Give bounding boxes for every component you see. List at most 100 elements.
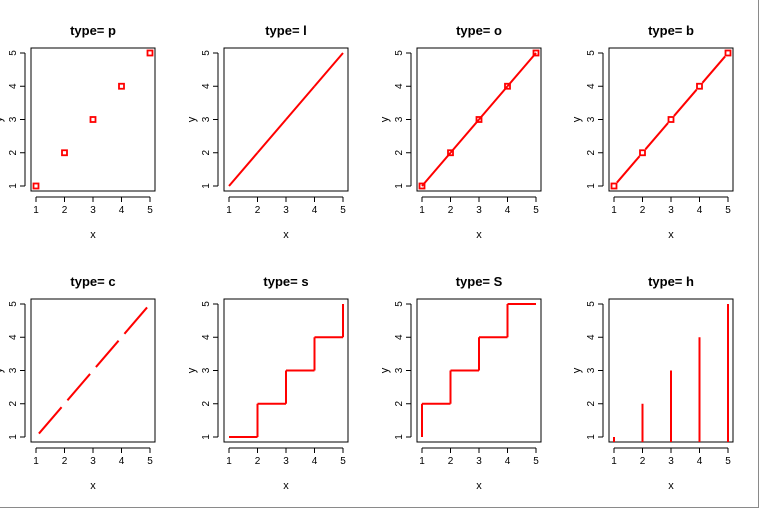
series-line-segment [673,89,698,117]
panel-title: type= S [456,274,503,289]
y-tick-label: 3 [394,116,405,122]
y-tick-label: 2 [8,150,19,156]
x-tick-label: 1 [611,456,617,467]
y-tick-label: 2 [394,150,405,156]
y-axis-label: y [0,367,5,373]
y-tick-label: 2 [201,150,212,156]
x-tick-label: 1 [226,456,232,467]
data-point [89,116,97,123]
data-point [146,49,154,57]
y-tick-label: 2 [394,401,405,407]
series-line-segment [228,152,259,187]
plot-box [30,47,156,192]
y-tick-label: 5 [394,301,405,307]
panel-c: type= c 1 2 3 4 5 x 1 2 3 4 5 y [0,274,156,492]
series-line-segment [256,118,287,154]
y-tick-label: 4 [394,334,405,340]
x-tick-label: 3 [283,456,289,467]
panel-title: type= h [648,274,694,289]
y-tick-label: 1 [586,183,597,189]
x-tick-label: 1 [226,205,232,216]
x-tick-label: 2 [255,456,261,467]
series-line-segment [313,52,344,87]
y-axis-label: y [379,116,391,122]
x-tick-label: 3 [476,456,482,467]
panel-title: type= o [456,23,502,38]
series-line-segment [701,55,726,84]
plot-box [608,47,734,192]
plot-box [223,47,349,192]
y-tick-label: 3 [394,367,405,373]
x-tick-label: 5 [340,205,346,216]
y-tick-label: 2 [8,401,19,407]
data-point [475,116,483,123]
y-tick-label: 4 [586,334,597,340]
y-tick-label: 2 [201,401,212,407]
x-tick-label: 3 [476,205,482,216]
x-tick-label: 3 [668,205,674,216]
x-axis-label: x [283,480,289,492]
x-tick-label: 2 [62,205,68,216]
panel-title: type= p [70,23,116,38]
y-tick-label: 4 [586,83,597,89]
panel-s: type= s 1 2 3 4 5 x 1 2 3 4 5 y [186,274,349,492]
data-point [667,116,675,123]
y-tick-label: 4 [8,83,19,89]
x-tick-label: 3 [90,205,96,216]
data-point [447,149,454,157]
data-point [118,82,125,90]
x-tick-label: 2 [62,456,68,467]
series-line-segment [95,340,120,368]
data-point [532,49,540,57]
y-tick-label: 3 [586,116,597,122]
y-tick-label: 1 [8,434,19,440]
y-tick-label: 5 [8,301,19,307]
x-tick-label: 2 [640,456,646,467]
x-tick-label: 4 [119,205,125,216]
x-axis-label: x [668,229,674,241]
y-tick-label: 4 [201,334,212,340]
y-axis-label: y [0,116,5,122]
panel-l: type= l 1 2 3 4 5 x 1 2 3 4 5 y [186,23,349,241]
data-point [610,182,618,190]
panel-p: type= p 1 2 3 4 5 x 1 2 3 4 5 y [0,23,156,241]
data-point [32,182,40,190]
data-point [504,82,511,90]
x-tick-label: 5 [533,205,539,216]
series-line-segment [616,155,641,184]
x-tick-label: 1 [419,205,425,216]
x-tick-label: 4 [119,456,125,467]
y-tick-label: 1 [201,183,212,189]
x-tick-label: 5 [725,205,731,216]
y-tick-label: 3 [8,116,19,122]
data-point [639,149,646,157]
y-tick-label: 4 [394,83,405,89]
y-tick-label: 1 [201,434,212,440]
x-tick-label: 4 [312,456,318,467]
x-tick-label: 4 [697,456,703,467]
series-line-segment [449,118,480,154]
series-line-segment [285,85,316,121]
panel-S: type= S 1 2 3 4 5 x 1 2 3 4 5 y [379,274,542,492]
x-tick-label: 2 [255,205,261,216]
y-tick-label: 4 [8,334,19,340]
x-tick-label: 2 [448,456,454,467]
x-tick-label: 5 [725,456,731,467]
panel-title: type= c [70,274,115,289]
series-line-segment [38,406,63,435]
series-line-segment [506,52,537,87]
y-axis-label: y [186,116,198,122]
x-tick-label: 2 [640,205,646,216]
x-tick-label: 5 [340,456,346,467]
y-tick-label: 5 [8,50,19,56]
x-tick-label: 3 [90,456,96,467]
y-tick-label: 3 [586,367,597,373]
x-axis-label: x [283,229,289,241]
plot-box [30,298,156,443]
x-axis-label: x [668,480,674,492]
y-tick-label: 4 [201,83,212,89]
y-axis-label: y [571,367,583,373]
x-tick-label: 1 [611,205,617,216]
